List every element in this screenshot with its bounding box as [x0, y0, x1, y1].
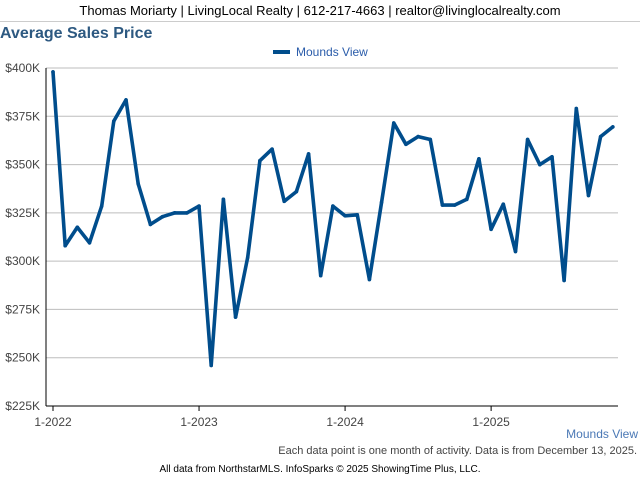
data-point[interactable]: [270, 147, 274, 151]
gridlines: [46, 67, 618, 407]
data-point[interactable]: [404, 142, 408, 147]
x-tick-label: 1-2025: [472, 415, 510, 429]
data-point[interactable]: [574, 106, 579, 111]
data-point[interactable]: [513, 249, 518, 254]
data-point[interactable]: [562, 278, 566, 283]
data-point[interactable]: [258, 158, 262, 163]
data-point[interactable]: [464, 197, 469, 202]
data-point[interactable]: [51, 70, 55, 74]
legend[interactable]: Mounds View: [273, 45, 368, 59]
y-tick-label: $325K: [5, 206, 40, 220]
contact-header: Thomas Moriarty | LivingLocal Realty | 6…: [0, 0, 640, 22]
contact-info: Thomas Moriarty | LivingLocal Realty | 6…: [79, 3, 561, 18]
x-tick-label: 1-2023: [180, 415, 218, 429]
data-point[interactable]: [379, 200, 384, 205]
chart-area-label: Mounds View: [566, 427, 638, 441]
data-point[interactable]: [611, 125, 615, 129]
data-point[interactable]: [416, 134, 420, 139]
data-point[interactable]: [99, 204, 104, 208]
y-tick-label: $300K: [5, 254, 40, 268]
data-point[interactable]: [477, 156, 481, 161]
data-point[interactable]: [124, 98, 128, 102]
data-point[interactable]: [586, 193, 591, 198]
y-tick-label: $250K: [5, 351, 40, 365]
data-point[interactable]: [197, 204, 201, 208]
data-point[interactable]: [440, 203, 445, 207]
data-point[interactable]: [136, 182, 140, 186]
data-point[interactable]: [245, 255, 250, 260]
data-point[interactable]: [172, 211, 177, 215]
data-point[interactable]: [160, 214, 165, 219]
x-tick-label: 1-2024: [326, 415, 364, 429]
data-point[interactable]: [233, 315, 238, 319]
legend-label: Mounds View: [296, 45, 368, 59]
data-point[interactable]: [428, 137, 433, 142]
data-source: All data from NorthstarMLS. InfoSparks ©…: [159, 464, 481, 475]
data-point[interactable]: [525, 137, 530, 142]
data-point[interactable]: [209, 363, 214, 368]
data-point[interactable]: [185, 211, 189, 215]
chart-title: Average Sales Price: [0, 25, 153, 42]
data-point[interactable]: [318, 273, 323, 278]
x-tick-label: 1-2022: [34, 415, 72, 429]
y-tick-label: $400K: [5, 61, 40, 75]
data-point[interactable]: [489, 227, 493, 232]
data-point[interactable]: [148, 222, 153, 227]
data-note: Each data point is one month of activity…: [278, 445, 637, 457]
data-point[interactable]: [112, 119, 116, 123]
data-point[interactable]: [501, 202, 506, 206]
data-point[interactable]: [355, 212, 360, 217]
data-point[interactable]: [538, 162, 542, 167]
data-point[interactable]: [331, 204, 335, 208]
data-point[interactable]: [294, 189, 299, 194]
data-point[interactable]: [63, 243, 67, 248]
data-point[interactable]: [282, 199, 287, 204]
data-point[interactable]: [306, 152, 311, 156]
data-point[interactable]: [598, 134, 603, 139]
data-point[interactable]: [75, 225, 80, 230]
legend-swatch: [273, 50, 290, 54]
x-tick-labels: 1-2022 1-2023 1-2024 1-2025: [34, 415, 510, 429]
axes: [45, 68, 618, 411]
data-point[interactable]: [343, 213, 347, 218]
data-point[interactable]: [87, 240, 92, 245]
y-tick-label: $350K: [5, 158, 40, 172]
data-point[interactable]: [221, 197, 226, 202]
y-tick-label: $275K: [5, 302, 40, 316]
data-point[interactable]: [452, 203, 457, 207]
y-tick-label: $225K: [5, 399, 40, 413]
series-layer: [51, 70, 615, 368]
data-point[interactable]: [391, 121, 396, 125]
data-point[interactable]: [367, 277, 372, 282]
y-tick-label: $375K: [5, 109, 40, 123]
y-tick-labels: $225K $250K $275K $300K $325K $350K $375K $400K: [5, 61, 40, 413]
data-point[interactable]: [550, 155, 554, 159]
